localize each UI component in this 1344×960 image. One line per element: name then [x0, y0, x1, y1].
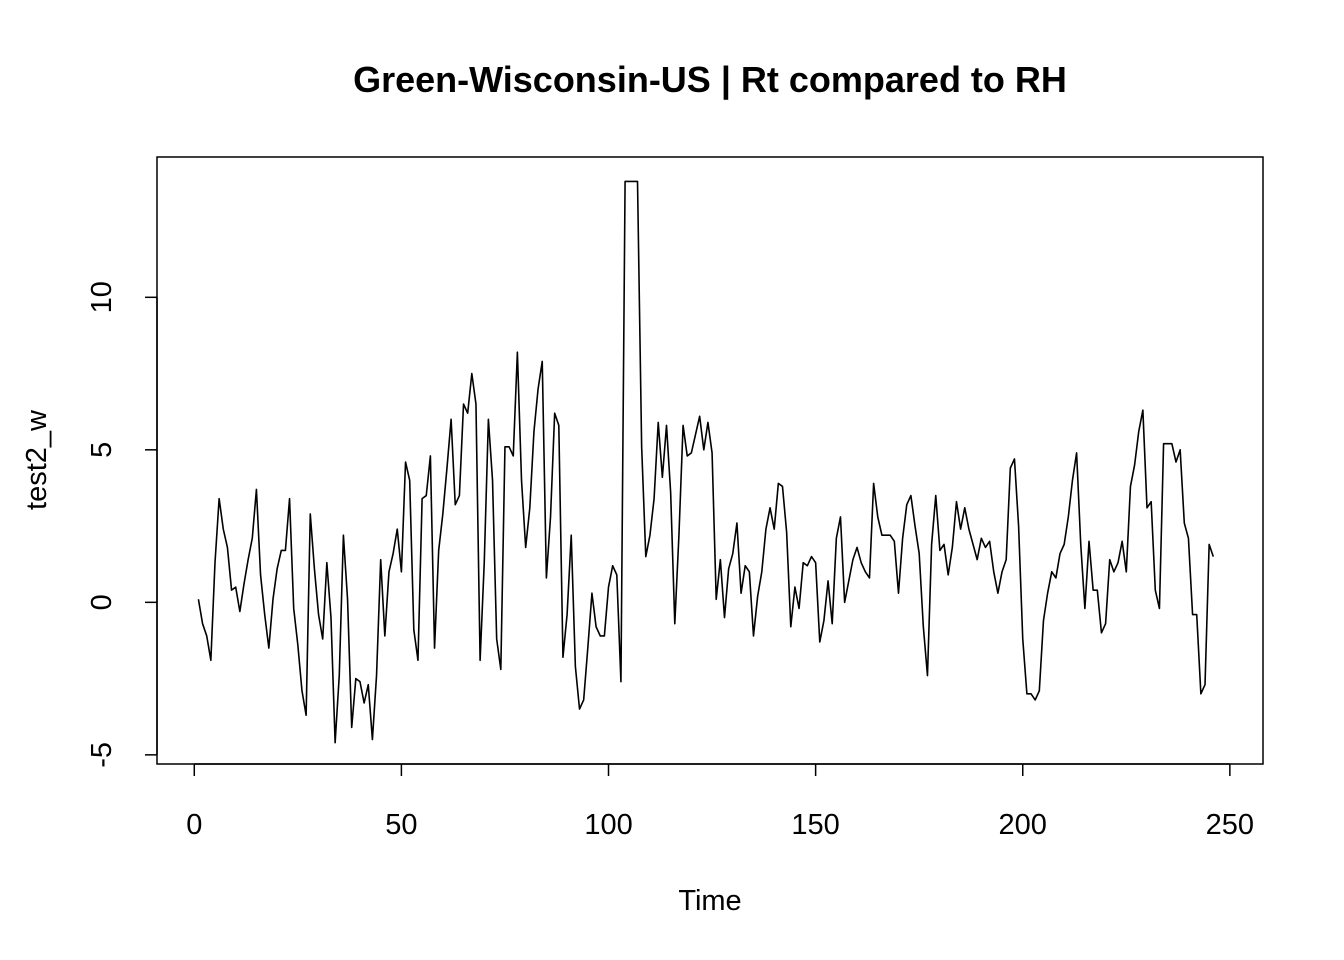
x-tick-label: 50	[385, 809, 417, 841]
series-line	[197, 180, 1215, 744]
x-tick-label: 150	[791, 809, 839, 841]
plot-box	[156, 156, 1264, 765]
x-tick-label: 0	[186, 809, 202, 841]
x-axis-label: Time	[678, 885, 741, 917]
y-axis: -5 0 5 10	[86, 281, 158, 768]
chart-title: Green-Wisconsin-US | Rt compared to RH	[353, 59, 1067, 101]
y-axis-label: test2_w	[21, 409, 53, 510]
y-tick-label: 10	[86, 281, 118, 313]
x-tick-label: 250	[1206, 809, 1254, 841]
x-axis: 0 50 100 150 200 250	[186, 763, 1254, 841]
y-tick-label: -5	[86, 742, 118, 768]
y-tick-label: 5	[86, 442, 118, 458]
x-tick-label: 100	[584, 809, 632, 841]
y-tick-label: 0	[86, 594, 118, 610]
x-tick-label: 200	[999, 809, 1047, 841]
